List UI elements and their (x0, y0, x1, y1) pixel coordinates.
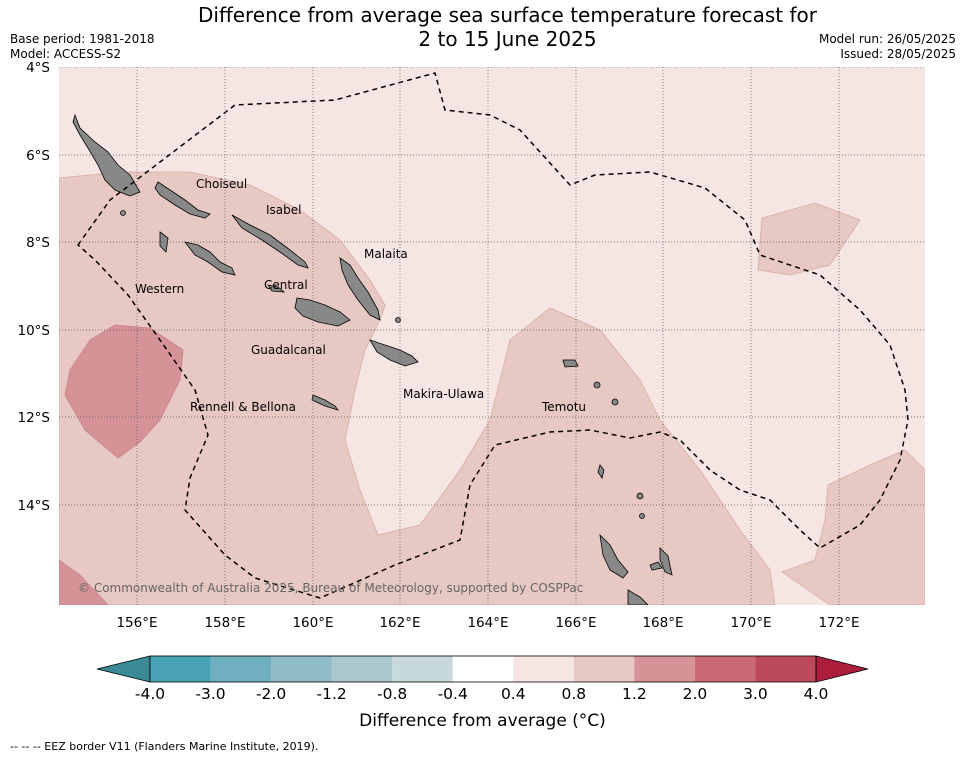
island-isabel (231, 214, 309, 269)
label-western: Western (135, 282, 184, 296)
anomaly-band-0-8-ne (757, 202, 861, 276)
colorbar-tick-label: 3.0 (743, 685, 768, 703)
island-bougainville (72, 113, 141, 197)
colorbar-extend-low (96, 655, 151, 683)
colorbar-tick-label: 1.2 (622, 685, 647, 703)
lat-label: 6°S (26, 148, 50, 164)
meta-right: Model run: 26/05/2025 Issued: 28/05/2025 (819, 32, 956, 62)
island-small-6 (597, 464, 605, 479)
title-line-1: Difference from average sea surface temp… (197, 3, 817, 27)
colorbar-segment (392, 656, 453, 682)
label-temotu: Temotu (541, 400, 586, 414)
lon-label: 172°E (818, 615, 859, 631)
colorbar-tick-label: 2.0 (683, 685, 708, 703)
eez-border (76, 72, 909, 599)
lon-label: 166°E (555, 615, 596, 631)
colorbar-segment (271, 656, 332, 682)
label-isabel: Isabel (266, 203, 301, 217)
lat-label: 12°S (18, 410, 51, 426)
island-small-1 (593, 381, 601, 389)
solomon-islands-land (72, 113, 673, 605)
lon-labels: 156°E 158°E 160°E 162°E 164°E 166°E 168°… (116, 615, 859, 631)
lat-labels: 4°S 6°S 8°S 10°S 12°S 14°S (18, 60, 51, 514)
colorbar-tick-label: 0.4 (501, 685, 526, 703)
lat-label: 10°S (18, 323, 51, 339)
model-run: Model run: 26/05/2025 (818, 32, 956, 46)
island-rennell (311, 394, 340, 411)
colorbar-tick-label: -3.0 (195, 685, 225, 703)
anomaly-band-1-2-blob (64, 324, 184, 459)
lon-label: 162°E (379, 615, 420, 631)
island-small-8 (395, 317, 401, 323)
colorbar-outline (149, 655, 817, 683)
island-malaita (339, 257, 381, 321)
colorbar-tick-label: -0.4 (438, 685, 468, 703)
anomaly-band-0-8-west (59, 171, 776, 605)
colorbar-tick-label: 0.8 (561, 685, 586, 703)
island-small-4 (639, 513, 645, 519)
meta-left: Base period: 1981-2018 Model: ACCESS-S2 (10, 32, 155, 62)
colorbar-extend-high (815, 655, 869, 683)
map-area: Choiseul Isabel Malaita Western Central … (59, 67, 925, 605)
island-guadalcanal (294, 297, 351, 327)
anomaly-band-0-8-se (781, 449, 925, 605)
colorbar-segment (150, 656, 211, 682)
label-guadalcanal: Guadalcanal (251, 343, 326, 357)
colorbar-tick-label: -1.2 (317, 685, 347, 703)
island-espiritu-santo (599, 533, 629, 579)
label-rennell: Rennell & Bellona (190, 400, 296, 414)
label-choiseul: Choiseul (196, 177, 247, 191)
island-small-3 (636, 492, 644, 500)
colorbar-title: Difference from average (°C) (359, 711, 606, 731)
island-pentecost (659, 547, 673, 576)
gridlines (59, 67, 925, 605)
colorbar-tick-label: -0.8 (377, 685, 407, 703)
colorbar-tick-label: -4.0 (135, 685, 165, 703)
anomaly-band-1-2-corner (59, 559, 109, 605)
lon-label: 160°E (292, 615, 333, 631)
colorbar-tick-label: 4.0 (804, 685, 829, 703)
colorbar-segment (210, 656, 272, 682)
island-malekula (627, 589, 649, 605)
island-small-2 (611, 398, 619, 406)
colorbar (96, 655, 869, 683)
model-name: Model: ACCESS-S2 (10, 47, 122, 61)
lat-label: 4°S (26, 60, 50, 76)
island-new-georgia (184, 241, 236, 276)
island-florida (267, 284, 286, 293)
lon-label: 158°E (204, 615, 245, 631)
lat-label: 8°S (26, 235, 50, 251)
colorbar-segment (573, 656, 635, 682)
island-choiseul (154, 181, 211, 219)
label-makira: Makira-Ulawa (403, 387, 484, 401)
lat-label: 14°S (18, 498, 51, 514)
colorbar-segment (694, 656, 756, 682)
label-central: Central (264, 278, 308, 292)
base-period: Base period: 1981-2018 (10, 32, 155, 46)
colorbar-segment (331, 656, 393, 682)
island-makira (369, 339, 419, 367)
lon-label: 168°E (642, 615, 683, 631)
colorbar-segment (755, 656, 816, 682)
island-small-5 (649, 561, 663, 571)
island-santa-cruz (562, 359, 579, 368)
province-labels: Choiseul Isabel Malaita Western Central … (135, 177, 586, 414)
footer-eez-note: -- -- -- EEZ border V11 (Flanders Marine… (10, 740, 319, 753)
colorbar-tick-labels: -4.0 -3.0 -2.0 -1.2 -0.8 -0.4 0.4 0.8 1.2 2.0 3.0 4… (135, 685, 828, 703)
colorbar-segment (452, 656, 514, 682)
lon-label: 164°E (467, 615, 508, 631)
lon-label: 156°E (116, 615, 157, 631)
colorbar-tick-label: -2.0 (256, 685, 286, 703)
island-small-7 (120, 210, 126, 216)
colorbar-segment (513, 656, 574, 682)
title-line-2: 2 to 15 June 2025 (418, 27, 597, 51)
colorbar-segment (634, 656, 695, 682)
copyright-text: © Commonwealth of Australia 2025, Bureau… (78, 581, 583, 595)
map-title: Difference from average sea surface temp… (150, 3, 865, 51)
lon-label: 170°E (730, 615, 771, 631)
issued-date: Issued: 28/05/2025 (840, 47, 956, 61)
label-malaita: Malaita (364, 247, 408, 261)
